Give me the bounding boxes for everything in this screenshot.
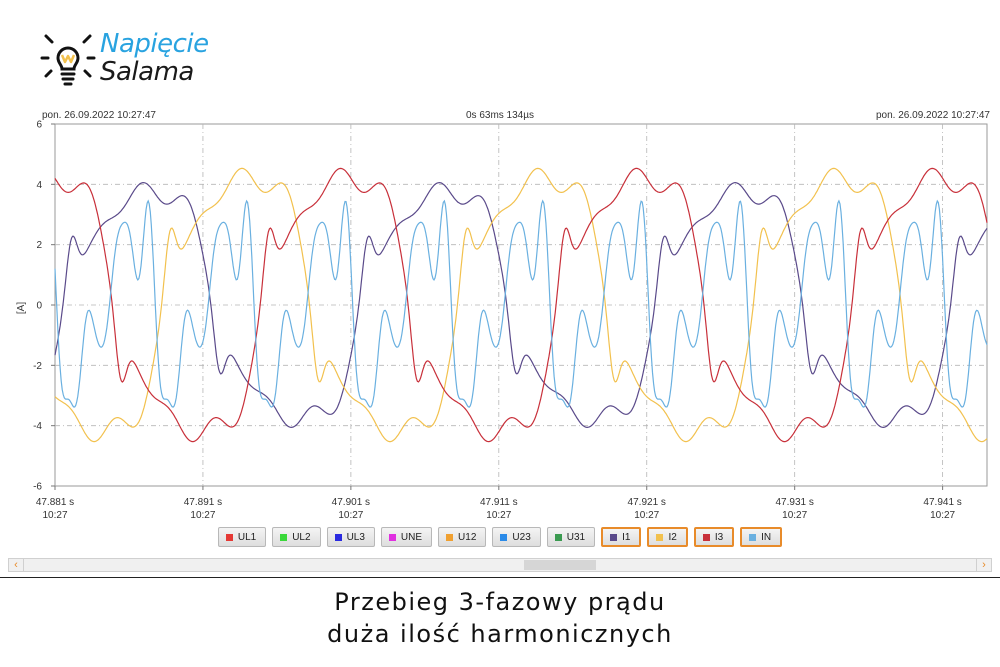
series-lines (54, 167, 988, 443)
divider (0, 577, 1000, 578)
legend-button-i2[interactable]: I2 (647, 527, 688, 547)
x-tick-sublabel: 10:27 (634, 510, 659, 521)
legend-swatch (749, 533, 757, 541)
legend-label: I2 (668, 531, 677, 543)
legend-swatch (702, 533, 710, 541)
caption-line1: Przebieg 3-fazowy prądu (334, 588, 666, 616)
channel-legend: UL1 UL2 UL3 UNE U12 U23 U31 I1 I2 I3 IN (0, 527, 1000, 547)
logo-line2: Salama (100, 57, 194, 87)
x-tick-sublabel: 10:27 (190, 510, 215, 521)
legend-button-une[interactable]: UNE (380, 527, 433, 547)
legend-button-i1[interactable]: I1 (601, 527, 642, 547)
legend-button-ul2[interactable]: UL2 (272, 527, 321, 547)
waveform-chart[interactable]: 6 4 2 0 -2 -4 -6 [A] 47.881 s 10:27 47.891 s 10:2… (0, 120, 1000, 525)
caption: Przebieg 3-fazowy prądu duża ilość harmo… (0, 586, 1000, 650)
duration-label: 0s 63ms 134µs (465, 110, 535, 121)
legend-swatch (554, 533, 562, 541)
legend-button-ul1[interactable]: UL1 (217, 527, 267, 547)
series-i3-line (54, 167, 988, 443)
legend-button-u31[interactable]: U31 (546, 527, 596, 547)
legend-label: IN (761, 531, 772, 543)
x-tick-sublabel: 10:27 (486, 510, 511, 521)
x-axis-ticks: 47.881 s 10:27 47.891 s 10:27 47.901 s 10:27 4… (36, 486, 962, 521)
x-tick-sublabel: 10:27 (42, 510, 67, 521)
start-timestamp: pon. 26.09.2022 10:27:47 (42, 110, 156, 121)
legend-button-u12[interactable]: U12 (438, 527, 487, 547)
x-tick-label: 47.891 s (184, 497, 222, 508)
y-tick-label: -2 (33, 361, 42, 372)
series-in-line (54, 199, 988, 408)
logo: Napięcie Salama (38, 28, 218, 88)
series-i1-line (54, 181, 988, 429)
legend-swatch (388, 533, 396, 541)
legend-button-i3[interactable]: I3 (693, 527, 735, 547)
x-tick-sublabel: 10:27 (930, 510, 955, 521)
y-tick-label: 4 (36, 180, 42, 191)
legend-swatch (446, 533, 454, 541)
scrollbar-thumb[interactable] (524, 560, 596, 570)
horizontal-scrollbar[interactable]: ‹ › (8, 558, 992, 572)
legend-swatch (280, 533, 288, 541)
series-i2-line (54, 167, 988, 443)
end-timestamp: pon. 26.09.2022 10:27:47 (876, 110, 990, 121)
x-tick-label: 47.911 s (480, 497, 518, 508)
y-tick-label: -6 (33, 482, 42, 493)
lightbulb-icon (40, 34, 96, 86)
caption-line2: duża ilość harmonicznych (327, 620, 673, 648)
y-axis-ticks: 6 4 2 0 -2 -4 -6 (33, 120, 55, 493)
legend-swatch (656, 533, 664, 541)
scroll-left-icon[interactable]: ‹ (9, 559, 24, 571)
legend-button-u23[interactable]: U23 (492, 527, 541, 547)
legend-swatch (334, 533, 342, 541)
legend-label: UNE (400, 531, 423, 543)
legend-label: UL2 (292, 531, 311, 543)
x-tick-label: 47.941 s (923, 497, 961, 508)
x-tick-sublabel: 10:27 (338, 510, 363, 521)
legend-label: I1 (622, 531, 631, 543)
x-tick-label: 47.931 s (775, 497, 813, 508)
x-tick-label: 47.901 s (332, 497, 370, 508)
legend-label: U12 (458, 531, 477, 543)
legend-label: I3 (714, 531, 724, 543)
logo-text: Napięcie Salama (100, 30, 209, 86)
legend-swatch (225, 533, 233, 541)
x-tick-label: 47.921 s (628, 497, 666, 508)
y-tick-label: 0 (36, 301, 42, 312)
legend-swatch (610, 533, 618, 541)
y-axis-label: [A] (16, 302, 27, 314)
legend-label: U31 (566, 531, 586, 543)
grid-lines (55, 124, 987, 486)
scroll-right-icon[interactable]: › (976, 559, 991, 571)
y-tick-label: 2 (36, 240, 42, 251)
legend-button-in[interactable]: IN (740, 527, 783, 547)
x-tick-label: 47.881 s (36, 497, 74, 508)
y-tick-label: -4 (33, 421, 42, 432)
legend-swatch (500, 533, 508, 541)
y-tick-label: 6 (36, 120, 42, 131)
legend-label: U23 (512, 531, 531, 543)
legend-label: UL1 (237, 531, 257, 543)
x-tick-sublabel: 10:27 (782, 510, 807, 521)
legend-button-ul3[interactable]: UL3 (326, 527, 375, 547)
logo-line1: Napięcie (100, 29, 209, 59)
legend-label: UL3 (346, 531, 365, 543)
